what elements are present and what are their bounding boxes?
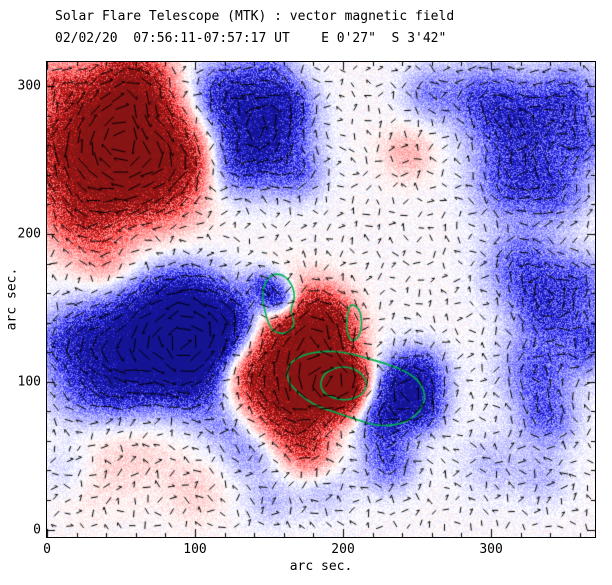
magnetogram-canvas (47, 62, 595, 537)
x-axis-label: arc sec. (289, 559, 353, 574)
x-tick-label: 200 (331, 542, 355, 557)
y-axis-label: arc sec. (4, 267, 20, 331)
figure-title: Solar Flare Telescope (MTK) : vector mag… (55, 9, 455, 24)
x-tick-label: 100 (183, 542, 207, 557)
y-tick-label: 300 (17, 78, 41, 94)
y-tick-label: 0 (33, 522, 41, 538)
plot-area (46, 61, 596, 538)
x-tick-label: 0 (43, 542, 51, 557)
y-tick-label: 100 (17, 374, 41, 390)
x-tick-label: 300 (479, 542, 503, 557)
y-tick-label: 200 (17, 226, 41, 242)
figure-subtitle: 02/02/20 07:56:11-07:57:17 UT E 0'27" S … (55, 31, 447, 46)
